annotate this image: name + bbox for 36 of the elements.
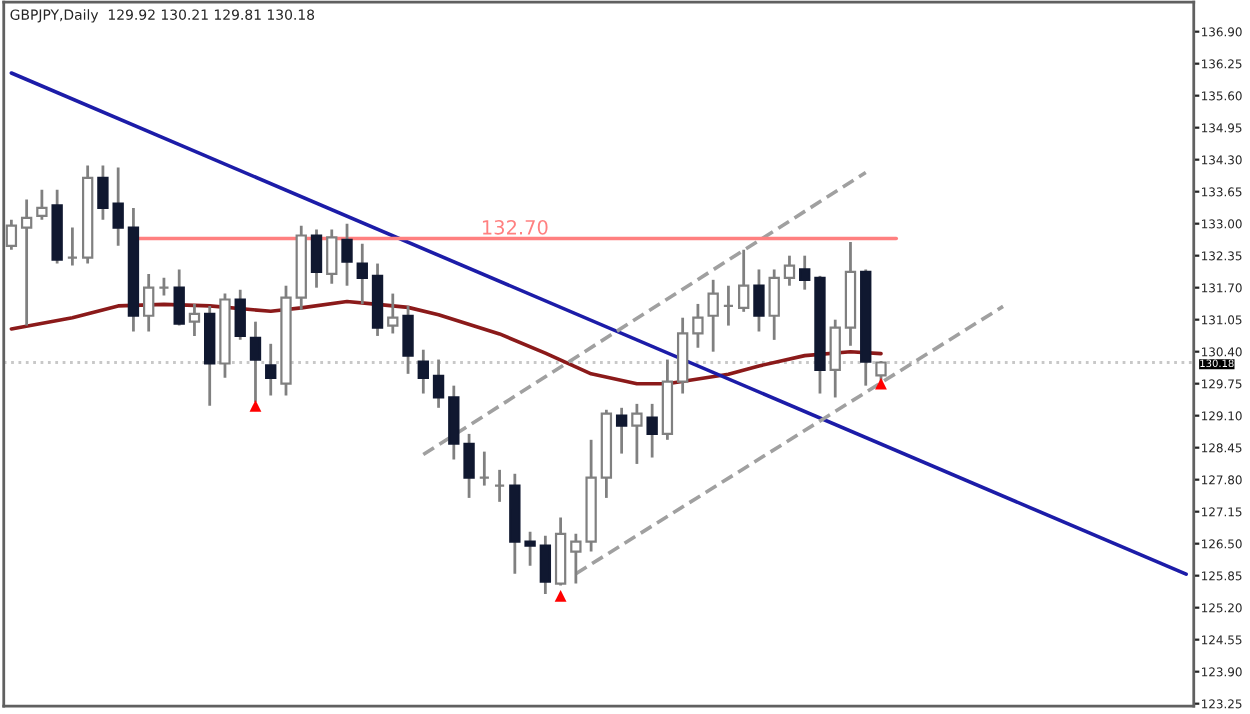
point — [554, 589, 567, 602]
candlestick — [387, 292, 399, 335]
candlestick — [234, 288, 246, 342]
candlestick — [326, 228, 338, 286]
candlestick — [341, 222, 353, 288]
candlestick — [143, 272, 155, 333]
candlestick — [493, 468, 506, 504]
candlestick — [753, 268, 765, 333]
candlestick — [402, 304, 414, 376]
line-series — [9, 299, 883, 386]
candlestick — [783, 254, 796, 288]
candlestick — [173, 268, 185, 327]
point — [875, 377, 887, 390]
candlestick — [478, 450, 491, 487]
candlestick — [5, 218, 18, 252]
point — [249, 399, 262, 412]
candlestick — [417, 348, 429, 395]
candlestick — [310, 228, 323, 290]
candlestick — [356, 242, 368, 306]
candlestick — [722, 284, 735, 327]
candlestick — [707, 278, 719, 354]
series-label: 132.70 — [482, 219, 548, 235]
candlestick — [768, 268, 780, 342]
candlestick — [36, 188, 48, 222]
candlestick — [432, 358, 445, 410]
candlestick — [799, 254, 811, 292]
candlestick — [265, 342, 277, 397]
candlestick — [692, 302, 704, 350]
candlestick — [539, 534, 552, 596]
candlestick — [631, 402, 643, 466]
candlestick — [20, 198, 33, 327]
candlestick — [615, 406, 628, 455]
candlestick — [738, 248, 750, 314]
candlestick — [188, 302, 201, 338]
candlestick — [829, 318, 841, 399]
candlestick — [66, 226, 79, 267]
